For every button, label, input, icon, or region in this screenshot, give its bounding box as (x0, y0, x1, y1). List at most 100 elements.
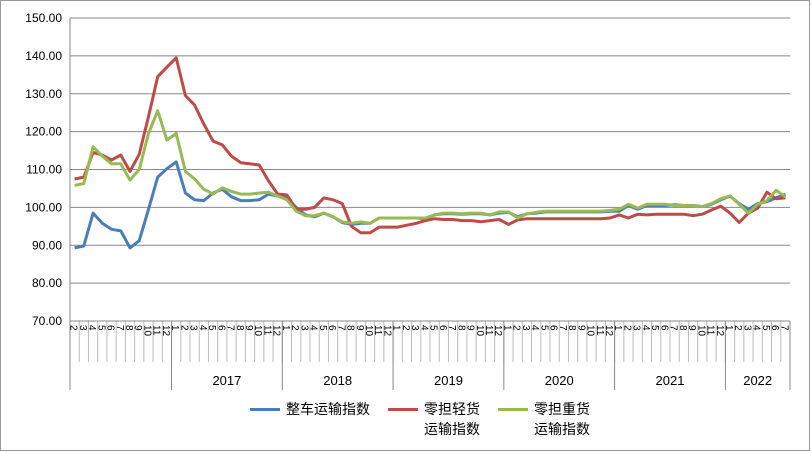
x-tick-label: 5 (428, 325, 439, 331)
x-tick-label: 3 (631, 325, 642, 331)
x-tick-label: 6 (769, 325, 780, 331)
group-label: 2017 (212, 373, 241, 388)
x-tick-label: 6 (437, 325, 448, 331)
x-tick-label: 12 (714, 325, 725, 337)
x-tick-label: 9 (354, 325, 365, 331)
x-tick-label: 6 (326, 325, 337, 331)
y-tick-label: 110.00 (26, 163, 62, 177)
x-tick-label: 3 (520, 325, 531, 331)
x-tick-label: 5 (538, 325, 549, 331)
legend-swatch (388, 408, 418, 411)
x-tick-label: 1 (612, 325, 623, 331)
x-tick-label: 3 (741, 325, 752, 331)
x-tick-label: 4 (308, 325, 319, 331)
x-tick-label: 2 (289, 325, 300, 331)
x-tick-label: 2 (178, 325, 189, 331)
x-tick-label: 11 (705, 325, 716, 336)
x-tick-label: 5 (649, 325, 660, 331)
x-tick-label: 11 (151, 325, 162, 336)
group-label: 2022 (743, 373, 772, 388)
x-tick-label: 1 (501, 325, 512, 331)
x-tick-label: 9 (132, 325, 143, 331)
x-tick-label: 1 (723, 325, 734, 331)
x-tick-label: 7 (114, 325, 125, 331)
x-tick-label: 5 (317, 325, 328, 331)
group-label: 2018 (323, 373, 352, 388)
group-label: 2019 (434, 373, 463, 388)
x-tick-label: 11 (261, 325, 272, 336)
x-tick-label: 4 (197, 325, 208, 331)
x-tick-label: 12 (271, 325, 282, 337)
y-tick-label: 150.00 (25, 11, 62, 25)
x-tick-label: 11 (594, 325, 605, 336)
group-label: 2021 (656, 373, 685, 388)
x-tick-label: 10 (363, 325, 374, 337)
x-tick-label: 8 (566, 325, 577, 331)
legend: 整车运输指数 零担轻货 运输指数 零担重货 运输指数 (250, 400, 590, 440)
x-tick-label: 6 (215, 325, 226, 331)
x-tick-label: 8 (234, 325, 245, 331)
legend-item: 整车运输指数 (250, 400, 370, 440)
x-tick-label: 12 (160, 325, 171, 337)
x-tick-label: 2 (732, 325, 743, 331)
x-tick-label: 8 (123, 325, 134, 331)
series-line (74, 56, 786, 235)
y-tick-label: 130.00 (25, 87, 62, 101)
x-tick-label: 2 (621, 325, 632, 331)
x-tick-label: 7 (335, 325, 346, 331)
y-tick-label: 90.00 (32, 238, 62, 252)
x-tick-label: 4 (86, 325, 97, 331)
x-tick-label: 10 (141, 325, 152, 337)
x-tick-label: 9 (575, 325, 586, 331)
x-tick-label: 3 (298, 325, 309, 331)
x-tick-label: 6 (105, 325, 116, 331)
x-tick-label: 1 (391, 325, 402, 331)
x-tick-label: 9 (686, 325, 697, 331)
legend-item: 零担重货 运输指数 (498, 400, 590, 440)
x-tick-label: 2 (68, 325, 79, 331)
x-tick-label: 7 (668, 325, 679, 331)
x-tick-label: 4 (418, 325, 429, 331)
x-tick-label: 4 (640, 325, 651, 331)
x-tick-label: 6 (658, 325, 669, 331)
x-tick-label: 3 (188, 325, 199, 331)
x-tick-label: 9 (465, 325, 476, 331)
legend-label: 零担轻货 运输指数 (424, 402, 480, 438)
x-tick-label: 7 (778, 325, 789, 331)
x-tick-label: 5 (760, 325, 771, 331)
y-tick-label: 80.00 (32, 276, 62, 290)
x-tick-label: 1 (280, 325, 291, 331)
y-tick-label: 120.00 (25, 125, 62, 139)
x-tick-label: 4 (529, 325, 540, 331)
x-tick-label: 10 (695, 325, 706, 337)
x-tick-label: 2 (511, 325, 522, 331)
x-tick-label: 7 (446, 325, 457, 331)
x-tick-label: 12 (381, 325, 392, 337)
x-tick-label: 8 (455, 325, 466, 331)
x-tick-label: 8 (345, 325, 356, 331)
x-tick-label: 12 (492, 325, 503, 337)
x-tick-label: 8 (677, 325, 688, 331)
y-tick-label: 140.00 (25, 49, 62, 63)
y-tick-label: 100.00 (25, 200, 62, 214)
legend-item: 零担轻货 运输指数 (388, 400, 480, 440)
x-tick-label: 9 (243, 325, 254, 331)
legend-swatch (250, 408, 280, 411)
x-tick-label: 5 (206, 325, 217, 331)
x-tick-label: 7 (557, 325, 568, 331)
group-label: 2020 (545, 373, 574, 388)
y-tick-label: 70.00 (32, 314, 62, 328)
x-tick-label: 4 (751, 325, 762, 331)
x-tick-label: 10 (252, 325, 263, 337)
x-tick-label: 7 (225, 325, 236, 331)
legend-swatch (498, 408, 528, 411)
x-tick-label: 3 (77, 325, 88, 331)
x-tick-label: 2 (400, 325, 411, 331)
x-tick-label: 3 (409, 325, 420, 331)
x-tick-label: 11 (483, 325, 494, 336)
x-tick-label: 11 (372, 325, 383, 336)
legend-label: 零担重货 运输指数 (534, 402, 590, 438)
x-tick-label: 6 (548, 325, 559, 331)
